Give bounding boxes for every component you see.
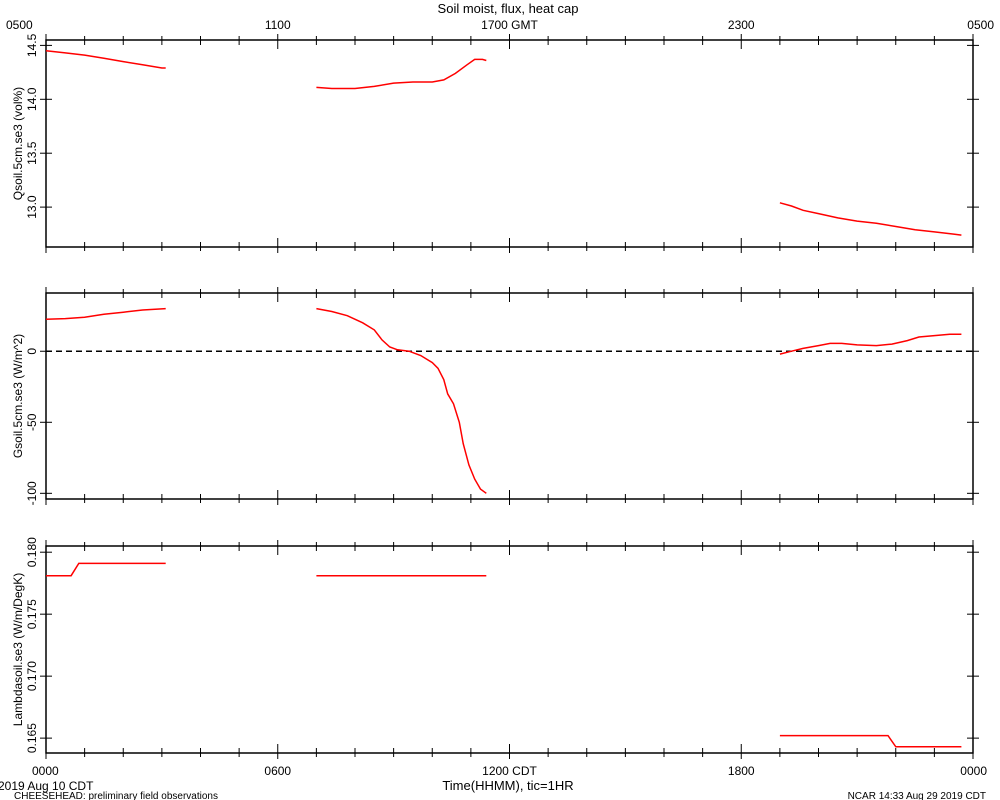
- y-axis-label: Qsoil.5cm.se3 (vol%): [11, 87, 25, 200]
- top-axis-tick-label: 0500: [6, 18, 33, 32]
- y-axis-label: Lambdasoil.se3 (W/m/DegK): [11, 573, 25, 726]
- top-axis-tick-label: 1100: [265, 18, 291, 32]
- y-tick-label: 0.180: [25, 537, 39, 567]
- y-tick-label: 13.0: [25, 195, 39, 219]
- chart-panels: 13.0 13.5 14.0 14.5 Qsoil.5cm.se3 (vol%) 0 -50…: [6, 18, 994, 778]
- y-tick-label: -100: [25, 481, 39, 505]
- y-tick-label: 0.175: [25, 599, 39, 629]
- bottom-axis-tick-label: 1200 CDT: [482, 764, 537, 778]
- data-line-segment-1: [45, 50, 166, 69]
- data-line-segment-3: [779, 333, 962, 355]
- bottom-axis-tick-label: 0600: [264, 764, 291, 778]
- data-line-segment-3: [779, 202, 962, 236]
- top-axis-tick-label: 1700 GMT: [481, 18, 538, 32]
- footer-right: NCAR 14:33 Aug 29 2019 CDT: [848, 791, 986, 800]
- top-axis-tick-label: 0500: [967, 18, 994, 32]
- plot-frame: [45, 545, 974, 754]
- data-line-segment-2: [316, 58, 487, 90]
- bottom-axis-tick-label: 0000: [960, 764, 987, 778]
- y-tick-label: 13.5: [25, 141, 39, 165]
- chart-panel-2: 0 -50 -100 Gsoil.5cm.se3 (W/m^2): [11, 287, 979, 505]
- footer-left: CHEESEHEAD: preliminary field observatio…: [14, 791, 218, 800]
- data-line-segment-1: [46, 562, 166, 577]
- bottom-axis-tick-label: 0000: [32, 764, 59, 778]
- y-tick-label: 0: [25, 348, 39, 355]
- data-line-segment-1: [45, 307, 166, 321]
- x-axis-label: Time(HHMM), tic=1HR: [442, 778, 573, 793]
- plot-frame: [45, 39, 974, 248]
- chart-panel-1: 13.0 13.5 14.0 14.5 Qsoil.5cm.se3 (vol%): [11, 33, 979, 253]
- date-label: 2019 Aug 10 CDT: [0, 779, 94, 793]
- data-line-segment-2: [316, 307, 487, 494]
- chart-title: Soil moist, flux, heat cap: [438, 1, 579, 16]
- bottom-axis-tick-label: 1800: [728, 764, 755, 778]
- y-tick-label: -50: [25, 413, 39, 431]
- y-tick-label: 0.170: [25, 661, 39, 691]
- y-axis-label: Gsoil.5cm.se3 (W/m^2): [11, 334, 25, 458]
- plot-frame: [45, 292, 974, 500]
- y-tick-label: 0.165: [25, 723, 39, 753]
- data-line-segment-3: [779, 734, 962, 748]
- y-tick-label: 14.0: [25, 87, 39, 111]
- y-tick-label: 14.5: [25, 33, 39, 57]
- top-axis-tick-label: 2300: [728, 18, 755, 32]
